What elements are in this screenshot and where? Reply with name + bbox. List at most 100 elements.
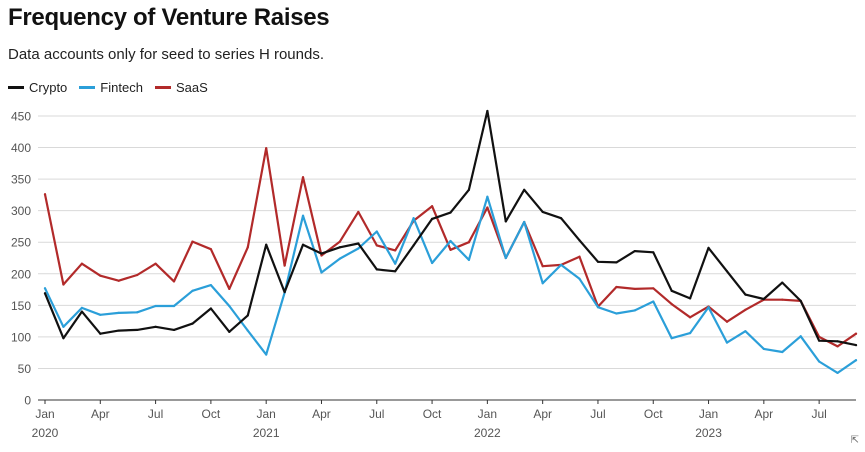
data-point-fintech — [652, 300, 655, 303]
data-point-crypto — [486, 109, 489, 113]
data-point-crypto — [283, 290, 286, 294]
data-point-saas — [615, 285, 618, 289]
data-point-crypto — [744, 293, 747, 296]
x-tick-label: Apr — [754, 407, 773, 421]
legend-item-crypto[interactable]: Crypto — [8, 80, 67, 95]
data-point-fintech — [375, 230, 378, 233]
data-point-fintech — [99, 313, 102, 316]
x-year-label: 2022 — [474, 426, 501, 440]
data-point-crypto — [43, 292, 47, 295]
data-point-saas — [301, 176, 305, 179]
data-point-crypto — [209, 307, 212, 310]
data-point-fintech — [430, 261, 434, 265]
y-tick-label: 350 — [11, 173, 31, 187]
data-point-saas — [320, 254, 323, 257]
legend-swatch-fintech — [79, 86, 96, 89]
legend-item-saas[interactable]: SaaS — [154, 80, 208, 95]
data-point-crypto — [172, 328, 176, 332]
data-point-saas — [80, 262, 83, 265]
data-point-crypto — [854, 343, 858, 347]
data-point-fintech — [707, 306, 710, 309]
data-point-saas — [836, 345, 839, 348]
y-tick-label: 200 — [11, 267, 31, 281]
data-point-saas — [689, 316, 692, 319]
legend-item-fintech[interactable]: Fintech — [79, 80, 143, 95]
x-tick-label: Jul — [590, 407, 605, 421]
x-year-label: 2020 — [32, 426, 59, 440]
data-point-fintech — [725, 341, 729, 344]
data-point-fintech — [670, 337, 673, 340]
data-point-saas — [136, 273, 139, 277]
data-point-saas — [246, 246, 249, 249]
x-tick-label: Oct — [423, 407, 442, 421]
chart-subtitle: Data accounts only for seed to series H … — [8, 46, 324, 63]
data-point-fintech — [541, 282, 544, 285]
data-point-crypto — [504, 220, 507, 223]
data-point-saas — [357, 210, 360, 214]
data-point-crypto — [338, 246, 342, 249]
data-point-saas — [633, 287, 636, 291]
x-tick-label: Jan — [478, 407, 497, 421]
series-line-crypto[interactable] — [43, 109, 858, 347]
x-tick-label: Jan — [35, 407, 54, 421]
data-point-saas — [283, 264, 286, 267]
data-point-crypto — [320, 252, 323, 255]
data-point-saas — [781, 298, 784, 301]
data-point-fintech — [172, 304, 176, 308]
data-point-saas — [375, 244, 378, 247]
data-point-saas — [43, 193, 47, 196]
series-line-saas[interactable] — [43, 147, 858, 348]
data-point-fintech — [799, 335, 802, 338]
data-point-fintech — [836, 371, 839, 374]
data-point-crypto — [99, 332, 102, 335]
x-tick-label: Oct — [202, 407, 221, 421]
x-tick-label: Jan — [699, 407, 718, 421]
data-point-fintech — [854, 359, 858, 362]
data-point-fintech — [781, 350, 784, 354]
data-point-fintech — [117, 311, 120, 315]
data-point-fintech — [578, 277, 581, 280]
data-point-fintech — [486, 195, 489, 198]
data-point-crypto — [80, 310, 83, 313]
data-point-crypto — [707, 246, 710, 250]
data-point-fintech — [154, 304, 157, 308]
data-point-crypto — [62, 337, 65, 340]
data-point-fintech — [523, 220, 526, 224]
data-point-crypto — [117, 329, 120, 332]
data-point-crypto — [449, 211, 452, 214]
data-point-fintech — [209, 284, 212, 287]
data-point-crypto — [228, 330, 231, 333]
data-point-fintech — [504, 256, 507, 260]
series-line-fintech[interactable] — [43, 195, 858, 374]
x-tick-label: Oct — [644, 407, 663, 421]
data-point-fintech — [43, 287, 47, 290]
data-point-fintech — [633, 309, 636, 312]
data-point-saas — [338, 240, 342, 243]
data-point-crypto — [633, 249, 636, 253]
x-tick-label: Apr — [533, 407, 552, 421]
data-point-crypto — [615, 261, 618, 264]
x-year-label: 2023 — [695, 426, 722, 440]
data-point-fintech — [449, 239, 452, 243]
data-point-crypto — [136, 328, 139, 332]
data-point-crypto — [375, 268, 378, 271]
data-point-fintech — [62, 325, 65, 328]
data-point-saas — [265, 147, 268, 150]
data-point-fintech — [320, 271, 323, 274]
data-point-fintech — [818, 360, 821, 363]
data-point-saas — [744, 308, 747, 311]
data-point-crypto — [154, 325, 157, 328]
data-point-saas — [449, 248, 452, 251]
legend: Crypto Fintech SaaS — [8, 80, 208, 95]
data-point-saas — [725, 320, 729, 323]
data-point-saas — [99, 274, 102, 277]
expand-corner-icon[interactable]: ⇱ — [850, 435, 859, 446]
data-point-saas — [394, 249, 397, 252]
x-tick-label: Apr — [91, 407, 110, 421]
legend-swatch-crypto — [8, 86, 24, 89]
data-point-fintech — [228, 304, 231, 308]
data-point-saas — [62, 283, 65, 286]
data-point-crypto — [559, 217, 563, 220]
data-point-saas — [191, 240, 194, 243]
data-point-crypto — [689, 297, 692, 300]
